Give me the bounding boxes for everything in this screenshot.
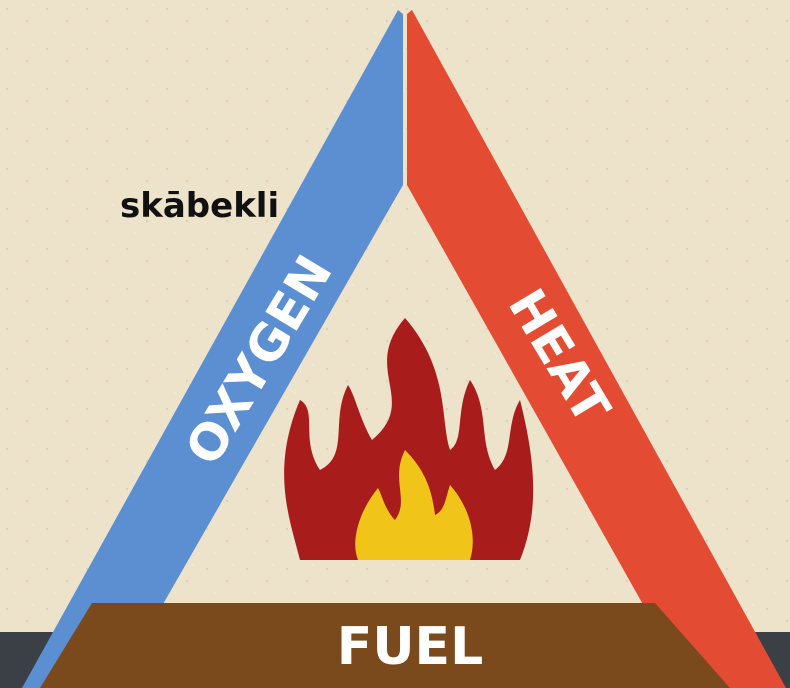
fuel-label: FUEL [337, 617, 483, 677]
fire-triangle-slide: skābekli OXYGEN HEAT FUEL [0, 0, 790, 688]
page: skābekli OXYGEN HEAT FUEL (() => { const… [0, 0, 790, 688]
label-text: skābekli [120, 186, 279, 226]
